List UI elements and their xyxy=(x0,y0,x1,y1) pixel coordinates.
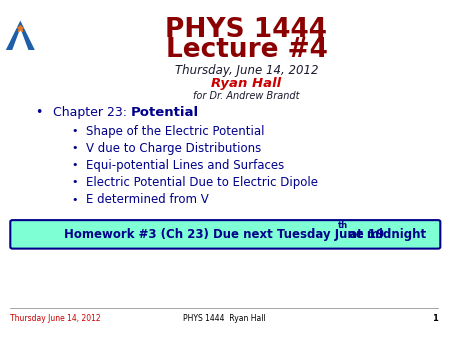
Text: •: • xyxy=(72,177,78,187)
Text: Shape of the Electric Potential: Shape of the Electric Potential xyxy=(86,125,265,138)
Text: •: • xyxy=(36,105,43,119)
Text: PHYS 1444  Ryan Hall: PHYS 1444 Ryan Hall xyxy=(183,314,266,323)
Text: th: th xyxy=(338,221,348,231)
Text: Thursday June 14, 2012: Thursday June 14, 2012 xyxy=(10,314,101,323)
Text: •: • xyxy=(72,160,78,170)
Text: 1: 1 xyxy=(432,314,438,323)
Text: Lecture #4: Lecture #4 xyxy=(166,37,328,63)
Polygon shape xyxy=(6,21,35,50)
Text: V due to Charge Distributions: V due to Charge Distributions xyxy=(86,142,261,155)
Text: at midnight: at midnight xyxy=(346,228,427,241)
Text: Equi-potential Lines and Surfaces: Equi-potential Lines and Surfaces xyxy=(86,159,284,172)
Text: •: • xyxy=(72,126,78,136)
Text: Ryan Hall: Ryan Hall xyxy=(212,77,282,90)
Text: E determined from V: E determined from V xyxy=(86,193,209,206)
FancyBboxPatch shape xyxy=(10,220,440,249)
Text: PHYS 1444: PHYS 1444 xyxy=(166,17,328,43)
Text: Potential: Potential xyxy=(130,105,199,119)
Text: •: • xyxy=(72,194,78,204)
Text: Chapter 23:: Chapter 23: xyxy=(53,105,135,119)
Text: Electric Potential Due to Electric Dipole: Electric Potential Due to Electric Dipol… xyxy=(86,176,318,189)
Text: for Dr. Andrew Brandt: for Dr. Andrew Brandt xyxy=(193,91,300,101)
Text: Thursday, June 14, 2012: Thursday, June 14, 2012 xyxy=(175,64,318,77)
Text: Homework #3 (Ch 23) Due next Tuesday June 19: Homework #3 (Ch 23) Due next Tuesday Jun… xyxy=(64,228,384,241)
Text: •: • xyxy=(72,143,78,153)
